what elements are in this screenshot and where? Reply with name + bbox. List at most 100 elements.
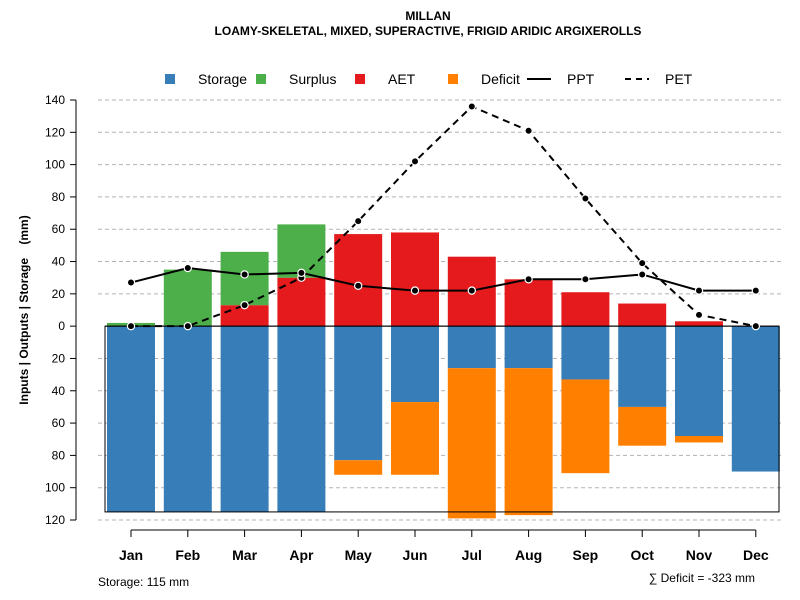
x-tick-label-dec: Dec (743, 547, 769, 563)
legend-swatch-aet (355, 74, 365, 84)
deficit-bar-may (334, 460, 383, 475)
storage-bar-may (334, 326, 383, 461)
deficit-annotation: ∑ Deficit = -323 mm (649, 571, 755, 585)
legend-label-ppt: PPT (567, 71, 595, 87)
y-tick-label: 140 (45, 93, 65, 107)
deficit-bar-jun (391, 402, 439, 475)
pet-point-nov (694, 310, 704, 320)
pet-point-mar (240, 300, 249, 310)
y-tick-label: 120 (45, 513, 65, 527)
bars (107, 224, 780, 519)
storage-bar-sep (561, 326, 610, 380)
pet-point-aug (524, 126, 533, 135)
storage-bar-jan (107, 326, 155, 512)
deficit-bar-aug (504, 368, 553, 516)
y-tick-label: 40 (52, 255, 66, 269)
ppt-point-jun (410, 286, 420, 295)
ppt-point-jan (126, 278, 136, 287)
x-tick-label-aug: Aug (515, 547, 542, 563)
storage-capacity-box (104, 325, 780, 513)
storage-bar-apr (277, 326, 326, 512)
storage-bar-jun (391, 326, 439, 403)
ppt-point-nov (694, 286, 704, 295)
storage-bar-dec (731, 326, 780, 472)
pet-point-dec (751, 321, 761, 331)
y-axis: 140 120 100 80 60 40 20 0 20 40 60 80 100 120 (45, 93, 77, 527)
storage-bar-nov (675, 326, 723, 436)
storage-bar-oct (618, 326, 667, 407)
gridlines (98, 99, 782, 521)
legend-label-pet: PET (665, 71, 693, 87)
legend-swatch-surplus (256, 74, 266, 84)
x-tick-label-sep: Sep (573, 547, 599, 563)
series-lines (130, 105, 756, 328)
y-tick-label: 40 (52, 384, 66, 398)
y-tick-label: 60 (52, 416, 66, 430)
x-tick-label-oct: Oct (631, 547, 655, 563)
pet-point-jun (410, 157, 420, 166)
ppt-point-oct (638, 270, 647, 279)
ppt-point-feb (183, 263, 192, 273)
legend-label-storage: Storage (198, 71, 247, 87)
pet-point-oct (638, 258, 647, 268)
deficit-bar-sep (561, 379, 610, 474)
pet-point-jan (126, 321, 136, 331)
storage-bar-aug (504, 326, 553, 369)
chart-title: MILLAN (405, 9, 450, 23)
legend-swatch-storage (165, 74, 175, 84)
storage-bar-feb (163, 326, 212, 512)
ppt-point-sep (581, 275, 590, 284)
pet-point-feb (183, 321, 192, 331)
y-tick-label: 80 (52, 448, 66, 462)
deficit-bar-jul (447, 368, 496, 519)
legend: Storage Surplus AET Deficit PPT PET (165, 71, 693, 87)
storage-bar-mar (220, 326, 269, 512)
y-tick-label: 0 (58, 319, 65, 333)
aet-bar-oct (618, 303, 667, 327)
pet-point-sep (581, 194, 590, 203)
pet-point-may (354, 216, 363, 226)
x-tick-label-nov: Nov (686, 547, 713, 563)
deficit-bar-oct (618, 406, 667, 446)
y-tick-label: 100 (45, 481, 65, 495)
aet-bar-sep (561, 292, 610, 327)
y-tick-label: 100 (45, 158, 65, 172)
x-tick-label-jan: Jan (119, 547, 143, 563)
ppt-point-mar (240, 270, 249, 279)
series-points (126, 102, 761, 331)
x-tick-label-mar: Mar (232, 547, 257, 563)
surplus-bar-feb (163, 269, 212, 327)
ppt-point-jul (467, 286, 476, 295)
legend-label-aet: AET (388, 71, 416, 87)
deficit-bar-nov (675, 436, 723, 443)
aet-bar-nov (675, 321, 723, 327)
y-axis-label: Inputs | Outputs | Storage (mm) (17, 215, 31, 404)
ppt-line (130, 266, 756, 292)
aet-bar-may (334, 234, 383, 327)
pet-point-jul (467, 102, 476, 111)
x-axis: Jan Feb Mar Apr May Jun Jul Aug Sep Oct Nov Dec (119, 529, 769, 563)
y-tick-label: 60 (52, 222, 66, 236)
legend-label-deficit: Deficit (481, 71, 520, 87)
y-tick-label: 20 (52, 351, 66, 365)
legend-label-surplus: Surplus (289, 71, 336, 87)
y-tick-label: 120 (45, 125, 65, 139)
chart-subtitle: LOAMY-SKELETAL, MIXED, SUPERACTIVE, FRIG… (215, 24, 642, 38)
ppt-point-aug (524, 275, 533, 284)
x-tick-label-apr: Apr (289, 547, 314, 563)
x-tick-label-may: May (345, 547, 372, 563)
aet-bar-jun (391, 232, 439, 327)
aet-bar-mar (220, 305, 269, 327)
ppt-point-dec (751, 286, 761, 295)
storage-bar-jul (447, 326, 496, 369)
x-tick-label-jul: Jul (462, 547, 482, 563)
y-tick-label: 80 (52, 190, 66, 204)
ppt-point-apr (297, 268, 306, 278)
legend-swatch-deficit (448, 74, 458, 84)
storage-annotation: Storage: 115 mm (98, 575, 189, 589)
ppt-point-may (354, 281, 363, 290)
storage-frame (104, 325, 780, 513)
x-tick-label-feb: Feb (175, 547, 200, 563)
x-tick-label-jun: Jun (403, 547, 428, 563)
